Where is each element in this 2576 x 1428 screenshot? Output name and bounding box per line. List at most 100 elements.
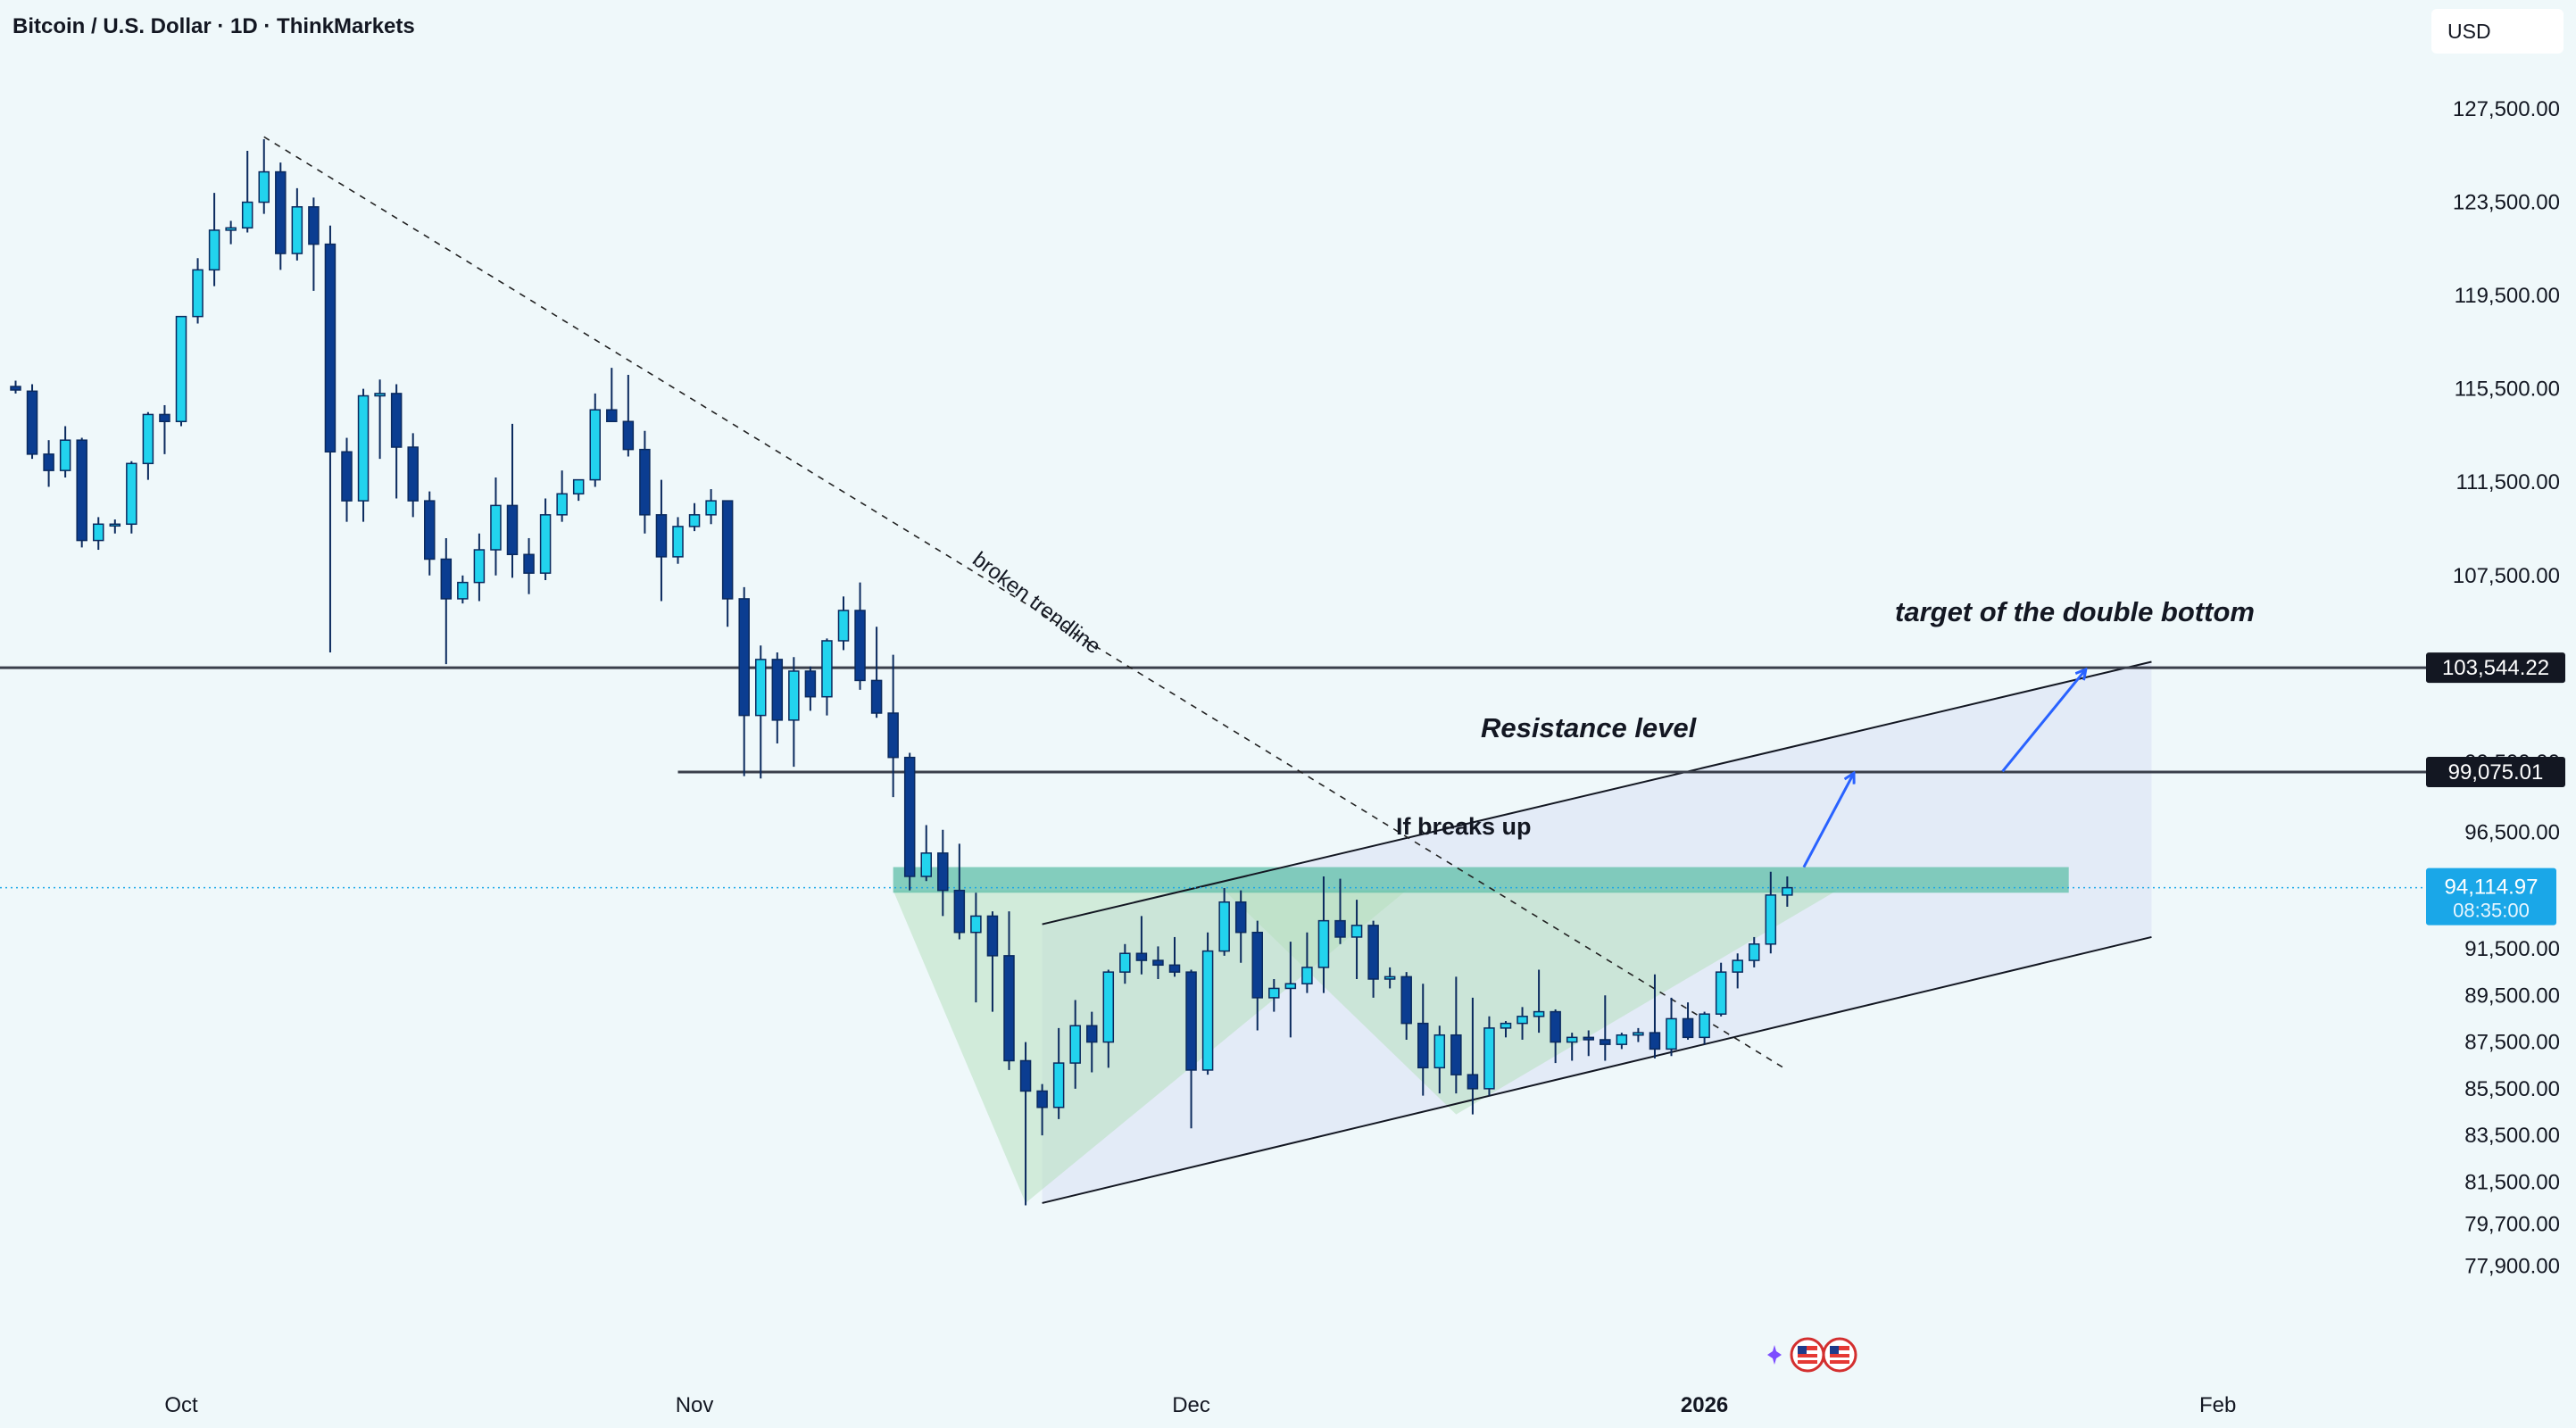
candle	[159, 404, 170, 454]
candle	[771, 652, 784, 743]
candle	[407, 433, 419, 518]
candle	[1086, 1011, 1098, 1073]
candle-body	[275, 170, 287, 254]
candle	[1616, 1033, 1628, 1050]
candle-body	[1782, 886, 1793, 896]
candle-body	[1467, 1074, 1479, 1090]
candle-body	[258, 170, 270, 203]
candle	[539, 498, 552, 581]
candle	[1550, 1009, 1561, 1064]
projection-arrow-2	[2001, 670, 2086, 773]
candle	[357, 388, 370, 522]
candle-body	[1301, 967, 1313, 984]
target-label: target of the double bottom	[1895, 596, 2255, 627]
candle	[43, 440, 54, 487]
candle-body	[1284, 983, 1297, 990]
candle-body	[1517, 1016, 1528, 1025]
candle-body	[606, 409, 618, 423]
x-tick-label: Oct	[164, 1393, 198, 1417]
candle	[324, 225, 337, 653]
candle	[440, 537, 453, 665]
candle-body	[672, 526, 684, 558]
price-level-value: 103,544.22	[2442, 656, 2549, 680]
candle-body	[1019, 1059, 1032, 1092]
y-tick-label: 115,500.00	[2455, 378, 2560, 402]
candle-body	[1500, 1022, 1512, 1029]
candle-body	[93, 523, 104, 542]
candle-body	[1583, 1036, 1594, 1041]
y-tick-label: 79,700.00	[2464, 1212, 2560, 1236]
candle-body	[854, 610, 866, 682]
candle	[1284, 942, 1297, 1038]
candle-body	[788, 670, 800, 721]
candle-body	[1616, 1034, 1628, 1045]
price-level-value: 99,075.01	[2448, 760, 2544, 785]
symbol-header: Bitcoin / U.S. Dollar · 1D · ThinkMarket…	[12, 14, 415, 38]
candle-body	[457, 581, 469, 600]
candle	[1069, 1000, 1081, 1089]
candle-body	[688, 514, 701, 527]
candle-body	[1268, 987, 1280, 999]
candle-body	[523, 553, 535, 574]
candle-body	[1384, 976, 1396, 980]
candle	[275, 162, 287, 270]
candle-body	[1450, 1034, 1462, 1075]
last-price-value: 94,114.97	[2445, 876, 2539, 900]
candle-body	[1251, 931, 1263, 999]
candle	[1600, 995, 1611, 1061]
projection-arrow-1	[1802, 774, 1854, 868]
candle-body	[473, 549, 486, 584]
candle	[556, 470, 568, 522]
candle	[688, 502, 701, 532]
candle	[109, 519, 121, 534]
candle	[1583, 1030, 1594, 1057]
candle	[506, 423, 519, 578]
candle	[589, 393, 601, 487]
event-flags-icon	[1767, 1337, 1857, 1373]
candle	[1268, 978, 1280, 1012]
candle	[1633, 1027, 1644, 1042]
candle-body	[225, 227, 237, 231]
candle-body	[837, 610, 850, 642]
x-tick-label: Nov	[676, 1393, 714, 1417]
candle	[26, 384, 38, 460]
candle	[1003, 911, 1015, 1070]
candle-body	[1715, 971, 1727, 1015]
candle	[986, 911, 999, 1012]
candle-body	[1135, 952, 1148, 961]
candle-body	[1168, 964, 1181, 973]
candle-body	[1350, 925, 1363, 938]
y-tick-label: 89,500.00	[2464, 984, 2560, 1008]
candle-body	[1334, 919, 1346, 938]
channel-lower-line	[1042, 935, 2152, 1204]
candle-body	[1234, 901, 1247, 934]
candle	[308, 197, 320, 291]
candle-body	[1218, 901, 1230, 952]
candle	[1301, 932, 1313, 993]
candle-body	[887, 712, 899, 759]
candle	[903, 752, 916, 891]
candle	[490, 477, 502, 576]
candle-body	[43, 453, 54, 471]
candle	[1135, 916, 1148, 975]
channel-upper-line	[1042, 660, 2152, 926]
candle	[755, 645, 767, 779]
candle	[788, 657, 800, 768]
candle	[887, 654, 899, 798]
candle	[854, 582, 866, 690]
candle-body	[76, 439, 87, 542]
candle-body	[705, 500, 717, 516]
candle	[1467, 997, 1479, 1115]
currency-button[interactable]: USD	[2431, 9, 2564, 54]
candle-body	[953, 889, 966, 934]
candle-body	[1533, 1010, 1545, 1017]
candle-body	[1550, 1010, 1561, 1043]
candle	[970, 892, 982, 1003]
candle-body	[804, 670, 817, 698]
candle-body	[1185, 971, 1197, 1071]
candle	[837, 596, 850, 651]
candle-body	[424, 500, 436, 560]
y-tick-label: 77,900.00	[2464, 1255, 2560, 1279]
